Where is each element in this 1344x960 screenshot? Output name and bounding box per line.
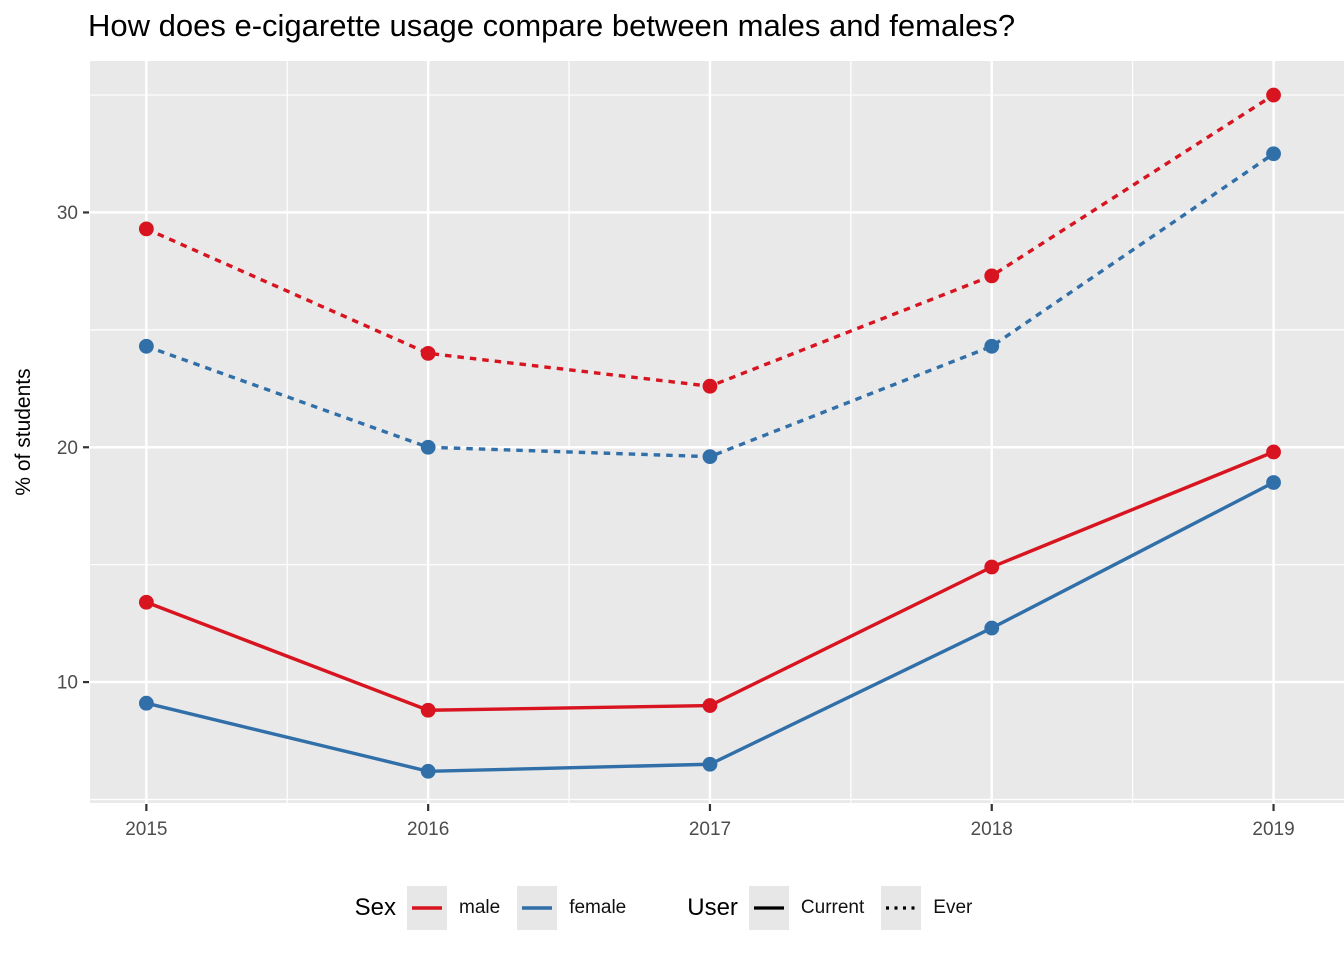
legend-label-current: Current [800,897,865,918]
legend-group-user: User Current Ever [687,886,989,930]
x-tick-label: 2018 [971,819,1013,840]
data-point-female-ever-2018 [984,338,1000,354]
data-point-male-ever-2019 [1266,87,1281,103]
data-point-male-current-2018 [984,559,1000,575]
data-point-female-ever-2017 [702,449,718,465]
legend-label-male: male [459,897,501,918]
x-tick-label: 2019 [1252,819,1294,840]
data-point-female-ever-2015 [138,338,154,354]
legend-label-ever: Ever [933,897,973,918]
data-point-male-current-2017 [702,698,718,713]
data-point-female-current-2018 [984,620,1000,636]
dotted-line-icon [886,906,917,910]
data-point-female-current-2017 [702,756,718,772]
x-tick-label: 2015 [125,819,167,840]
data-point-male-current-2016 [420,702,436,718]
legend-group-sex: Sex male female [355,886,644,930]
x-tick-label: 2016 [407,819,449,840]
data-point-male-ever-2016 [420,345,436,361]
y-tick-label: 20 [57,438,78,459]
data-point-male-current-2019 [1266,444,1281,460]
data-point-female-current-2019 [1266,475,1281,490]
legend-key-male [407,886,448,930]
solid-line-icon [753,906,784,910]
data-point-male-ever-2015 [138,221,154,237]
y-tick-label: 30 [57,203,78,224]
legend-sex-title: Sex [354,894,397,921]
chart-title: How does e-cigarette usage compare betwe… [88,8,1016,43]
legend-user-title: User [687,894,738,921]
data-point-male-current-2015 [138,594,154,610]
legend-key-current [748,886,789,930]
legend-key-ever [881,886,922,930]
male-line-icon [412,906,443,910]
x-tick-label: 2017 [689,819,731,840]
y-tick-label: 10 [57,673,78,694]
legend-label-female: female [569,897,627,918]
legend: Sex male female User Current [0,884,1344,932]
chart-canvas: 10 20 30 2015 2016 2017 2018 2019 [57,61,1344,840]
data-point-male-ever-2018 [984,268,1000,284]
legend-key-female [517,886,558,930]
data-point-male-ever-2017 [702,378,718,394]
data-point-female-current-2015 [138,695,154,711]
data-point-female-ever-2019 [1266,146,1281,162]
data-point-female-current-2016 [420,763,436,779]
data-point-female-ever-2016 [420,439,436,455]
female-line-icon [522,906,553,910]
